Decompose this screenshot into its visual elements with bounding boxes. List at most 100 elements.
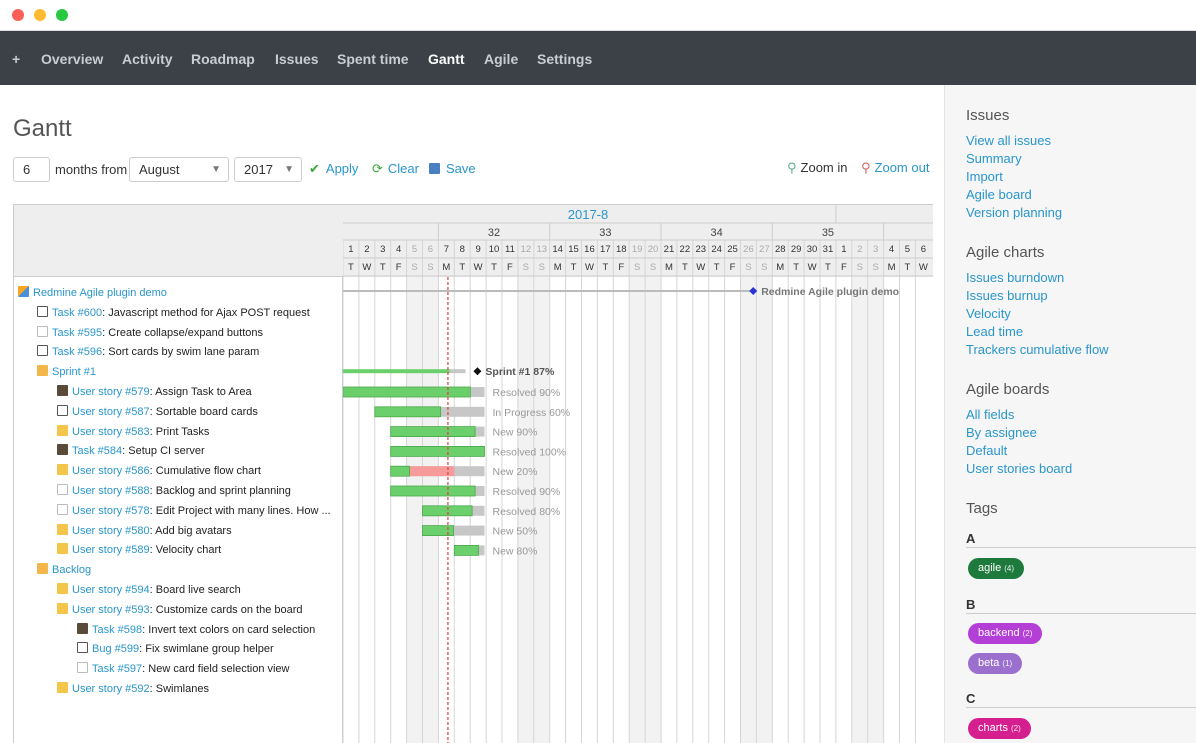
tab-settings[interactable]: Settings: [537, 51, 593, 67]
weekday-label: S: [745, 262, 751, 273]
version-planning-link[interactable]: Version planning: [966, 205, 1063, 220]
day-number-label: 20: [648, 244, 659, 255]
bug-icon: [37, 345, 48, 357]
day-number-label: 27: [759, 244, 770, 255]
version-icon: [37, 365, 48, 377]
folder-icon: [57, 583, 68, 594]
agile-charts-heading: Agile charts: [966, 244, 1045, 261]
zoom-out-button[interactable]: ⚲ Zoom out: [861, 160, 929, 176]
issue-link[interactable]: User story #579: [72, 386, 150, 398]
weekday-label: S: [872, 262, 878, 273]
task-bar-done: [422, 525, 454, 537]
zoom-in-button[interactable]: ⚲ Zoom in: [787, 160, 848, 176]
day-number-label: 3: [380, 244, 385, 255]
issue-link[interactable]: Task #598: [92, 623, 143, 636]
issue-link[interactable]: Task #600: [52, 306, 103, 319]
zoom-out-label: Zoom out: [874, 160, 930, 175]
gantt-subject-row: Bug #599: Fix swimlane group helper: [77, 639, 274, 659]
weekday-label: F: [841, 262, 847, 273]
minimize-window-icon[interactable]: [34, 9, 46, 21]
day-number-label: 15: [568, 244, 579, 255]
weekday-label: W: [362, 262, 371, 273]
issue-link[interactable]: Sprint #1: [52, 366, 97, 379]
task-bar-label: Resolved 90%: [493, 387, 561, 399]
issue-link[interactable]: User story #583: [72, 425, 150, 438]
issue-link[interactable]: User story #589: [72, 544, 150, 557]
trackers-cumulative-flow-link[interactable]: Trackers cumulative flow: [966, 342, 1109, 357]
issue-subject: : Sort cards by swim lane param: [102, 346, 260, 359]
close-window-icon[interactable]: [12, 9, 24, 21]
issue-link[interactable]: User story #592: [72, 683, 150, 695]
all-fields-link[interactable]: All fields: [966, 407, 1015, 422]
weekend-column: [629, 277, 646, 743]
issue-link[interactable]: User story #587: [72, 405, 150, 418]
task-bar-done: [453, 544, 479, 556]
weekend-column: [645, 277, 661, 743]
weekday-label: F: [396, 262, 402, 273]
main-content: Gantt 6 months from August ▼ 2017 ▼ ✔ App…: [0, 85, 944, 743]
issue-link[interactable]: Redmine Agile plugin demo: [33, 287, 167, 299]
issue-link[interactable]: User story #580: [72, 524, 150, 537]
year-select[interactable]: 2017 ▼: [234, 157, 302, 182]
save-button[interactable]: Save: [429, 161, 476, 176]
tab-overview[interactable]: Overview: [41, 51, 104, 67]
summary-link[interactable]: Summary: [966, 151, 1022, 166]
tab-agile[interactable]: Agile: [484, 51, 519, 67]
tag-charts[interactable]: charts (2): [968, 718, 1031, 739]
tab-roadmap[interactable]: Roadmap: [191, 51, 255, 67]
issue-link[interactable]: User story #588: [72, 485, 150, 497]
tab-gantt[interactable]: Gantt: [428, 51, 465, 67]
months-input[interactable]: 6: [13, 157, 50, 182]
gantt-subject-row: User story #588: Backlog and sprint plan…: [57, 481, 291, 501]
gantt-subject-row: User story #594: Board live search: [57, 580, 241, 600]
folder-icon: [57, 464, 68, 476]
issues-burndown-link[interactable]: Issues burndown: [966, 270, 1065, 285]
issue-link[interactable]: User story #594: [72, 584, 150, 596]
issue-link[interactable]: Task #596: [52, 346, 103, 359]
weekday-label: S: [539, 262, 545, 273]
lead-time-link[interactable]: Lead time: [966, 324, 1024, 339]
tag-agile[interactable]: agile (4): [968, 558, 1025, 579]
weekday-label: S: [761, 262, 767, 273]
month-select[interactable]: August ▼: [129, 157, 229, 182]
day-number-label: 13: [536, 244, 547, 255]
tab-spent-time[interactable]: Spent time: [337, 51, 409, 67]
folder-icon: [57, 682, 68, 693]
day-number-label: 28: [775, 244, 786, 255]
issue-link[interactable]: Task #597: [92, 663, 143, 676]
issues-burnup-link[interactable]: Issues burnup: [966, 288, 1048, 303]
import-link[interactable]: Import: [966, 169, 1003, 184]
tab-issues[interactable]: Issues: [275, 51, 319, 67]
apply-label: Apply: [325, 161, 359, 176]
issues-heading: Issues: [966, 107, 1010, 124]
maximize-window-icon[interactable]: [56, 9, 68, 21]
issue-subject: : Cumulative flow chart: [149, 465, 261, 478]
milestone-diamond-icon: [749, 287, 758, 295]
version-bar-label: Sprint #1 87%: [485, 366, 555, 378]
by-assignee-link[interactable]: By assignee: [966, 425, 1037, 440]
tab-activity[interactable]: Activity: [122, 51, 173, 67]
apply-button[interactable]: ✔ Apply: [309, 161, 358, 177]
year-select-value: 2017: [244, 162, 273, 177]
issue-link[interactable]: User story #586: [72, 465, 150, 478]
issue-link[interactable]: Backlog: [52, 564, 92, 577]
issue-link[interactable]: Bug #599: [92, 643, 140, 656]
gantt-subjects-header: [14, 205, 343, 277]
version-diamond-icon: [473, 367, 482, 376]
issue-link[interactable]: Task #595: [52, 326, 103, 339]
tag-beta[interactable]: beta (1): [968, 653, 1023, 674]
clear-button[interactable]: ⟳ Clear: [372, 161, 419, 177]
agile-board-link[interactable]: Agile board: [966, 187, 1032, 202]
task-bar-done: [422, 505, 473, 517]
default-board-link[interactable]: Default: [966, 443, 1008, 458]
issue-link[interactable]: Task #584: [72, 445, 123, 458]
gantt-subject-row: Sprint #1: [37, 362, 96, 382]
velocity-link[interactable]: Velocity: [966, 306, 1011, 321]
issue-link[interactable]: User story #578: [72, 504, 150, 517]
view-all-issues-link[interactable]: View all issues: [966, 133, 1052, 148]
tag-backend[interactable]: backend (2): [968, 623, 1043, 644]
day-number-label: 31: [823, 244, 834, 255]
issue-link[interactable]: User story #593: [72, 603, 150, 616]
user-stories-board-link[interactable]: User stories board: [966, 461, 1073, 476]
new-item-button[interactable]: +: [12, 51, 21, 67]
